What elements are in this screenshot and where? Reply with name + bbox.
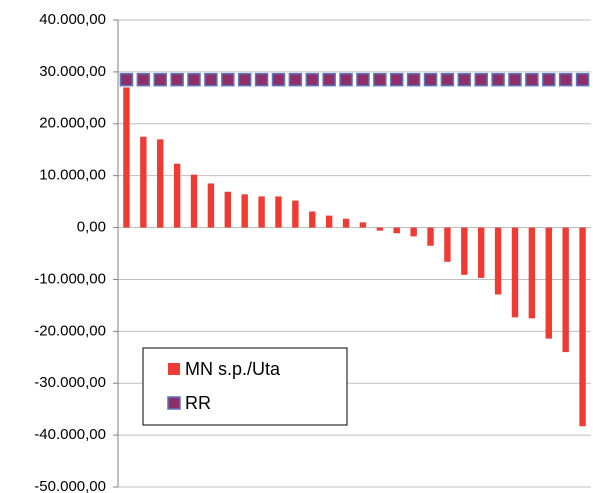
marker [187, 72, 201, 87]
marker [389, 72, 404, 87]
marker [356, 72, 370, 87]
bar [427, 227, 434, 246]
y-tick-label: 20.000,00 [39, 115, 106, 132]
legend-box [142, 347, 348, 426]
marker [170, 72, 184, 87]
marker [322, 72, 336, 87]
marker [575, 72, 590, 87]
bar [325, 215, 333, 228]
marker [305, 72, 320, 87]
bar [562, 227, 569, 353]
marker [254, 72, 269, 87]
y-tick-label: -50.000,00 [34, 478, 106, 493]
bar [393, 227, 400, 234]
marker [373, 72, 387, 87]
bar [157, 139, 164, 228]
marker [221, 72, 235, 87]
bar [140, 136, 147, 228]
bar [173, 163, 181, 228]
bar [376, 227, 384, 231]
bar [528, 227, 536, 319]
marker [153, 72, 167, 87]
bar [359, 222, 367, 228]
bar [207, 183, 215, 228]
bar [258, 196, 265, 228]
bar [461, 227, 468, 275]
legend-swatch [168, 363, 180, 375]
bar [410, 227, 417, 237]
bar [224, 191, 232, 228]
marker [136, 72, 151, 87]
y-tick-label: 40.000,00 [39, 11, 106, 28]
marker [558, 72, 573, 87]
marker [457, 72, 472, 87]
bar [190, 174, 198, 228]
y-tick-label: 0,00 [77, 219, 106, 236]
bar [494, 227, 502, 295]
marker [237, 72, 252, 87]
bar [511, 227, 519, 318]
marker [288, 72, 303, 87]
legend-label: RR [185, 393, 211, 413]
bar [579, 227, 586, 427]
bar [292, 200, 299, 228]
marker [204, 72, 218, 87]
marker [525, 72, 539, 87]
marker [271, 72, 286, 87]
legend: MN s.p./Uta RR [142, 347, 348, 426]
marker [119, 72, 134, 87]
marker [423, 72, 438, 87]
bar [241, 194, 248, 228]
marker [406, 72, 421, 87]
bar [444, 227, 451, 262]
marker [508, 72, 522, 87]
y-tick-label: -10.000,00 [34, 270, 106, 287]
bar [275, 196, 282, 228]
y-tick-label: 30.000,00 [39, 63, 106, 80]
marker [542, 72, 556, 87]
bar [123, 87, 130, 228]
y-tick-label: -20.000,00 [34, 322, 106, 339]
y-tick-label: 10.000,00 [39, 167, 106, 184]
marker [440, 72, 455, 87]
bar [477, 227, 485, 278]
legend-label: MN s.p./Uta [185, 359, 281, 379]
bar [545, 227, 552, 339]
marker [491, 72, 505, 87]
marker [339, 72, 353, 87]
y-tick-label: -40.000,00 [34, 426, 106, 443]
bar [309, 211, 316, 228]
marker [474, 72, 488, 87]
bar [342, 218, 350, 228]
y-tick-label: -30.000,00 [34, 374, 106, 391]
legend-swatch [167, 396, 181, 410]
